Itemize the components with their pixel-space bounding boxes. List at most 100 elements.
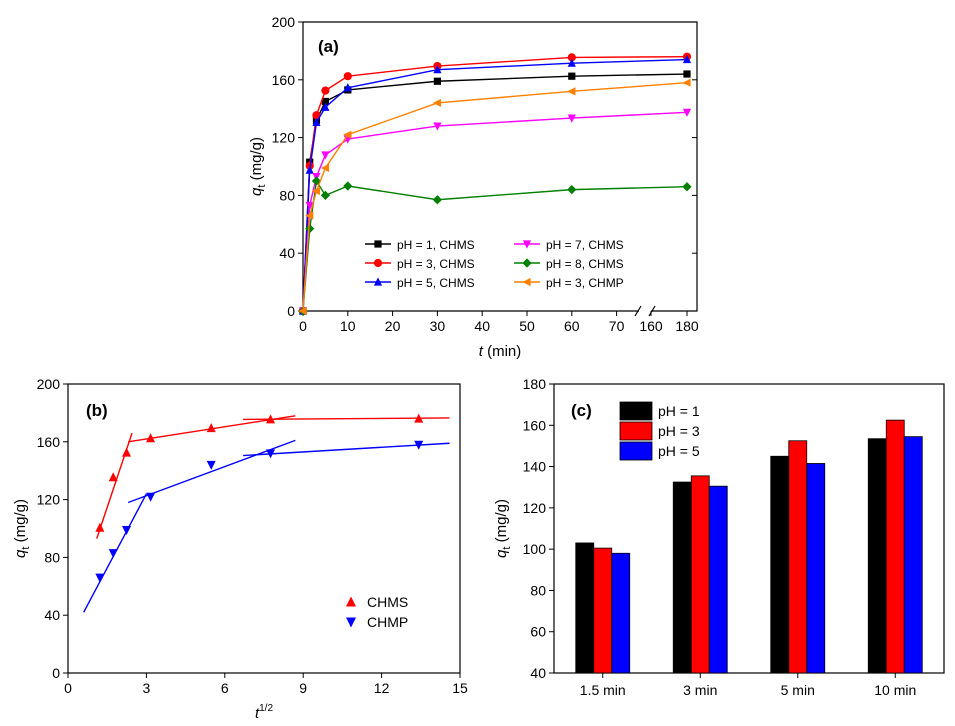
data-point bbox=[433, 77, 441, 85]
data-point bbox=[567, 185, 577, 195]
series-line bbox=[302, 111, 688, 312]
data-point bbox=[95, 522, 105, 532]
y-axis-label-unit: (mg/g) bbox=[12, 499, 29, 547]
data-point bbox=[414, 440, 424, 450]
legend-label: CHMS bbox=[367, 594, 408, 610]
y-tick-label: 80 bbox=[279, 187, 295, 203]
legend-marker bbox=[522, 240, 532, 249]
y-tick-label: 180 bbox=[523, 376, 547, 392]
data-point bbox=[320, 190, 330, 200]
y-axis-label-sub: t bbox=[501, 547, 513, 550]
y-tick-label: 0 bbox=[52, 665, 60, 681]
data-point bbox=[305, 224, 315, 234]
data-point bbox=[343, 72, 352, 81]
y-tick-label: 200 bbox=[37, 376, 61, 392]
x-tick-label: 5 min bbox=[781, 682, 815, 698]
data-point bbox=[305, 211, 314, 220]
data-point bbox=[122, 447, 132, 457]
legend-label: pH = 8, CHMS bbox=[546, 257, 624, 271]
data-point bbox=[433, 65, 442, 74]
data-point bbox=[343, 83, 352, 92]
y-tick-label: 60 bbox=[530, 624, 546, 640]
data-point bbox=[311, 186, 321, 196]
data-point bbox=[414, 413, 424, 423]
bar bbox=[903, 436, 923, 674]
x-tick-label: 20 bbox=[385, 318, 401, 334]
axis-break-mark bbox=[648, 305, 656, 317]
legend-marker bbox=[522, 277, 531, 287]
x-axis-label: t (min) bbox=[479, 343, 522, 360]
x-tick-label: 10 min bbox=[874, 682, 916, 698]
data-point bbox=[312, 111, 321, 120]
bar bbox=[788, 440, 808, 674]
panel-label: (b) bbox=[86, 401, 108, 420]
y-axis-label-sub: t bbox=[256, 185, 268, 188]
y-axis-label-unit: (mg/g) bbox=[493, 499, 510, 547]
data-point bbox=[108, 472, 118, 482]
x-axis-label-var: t bbox=[255, 705, 260, 722]
y-tick-label: 40 bbox=[44, 607, 60, 623]
legend-marker bbox=[373, 258, 383, 268]
data-point bbox=[305, 201, 314, 211]
x-tick-label: 40 bbox=[474, 318, 490, 334]
legend-swatch bbox=[619, 401, 653, 421]
panel-label: (c) bbox=[571, 401, 592, 420]
bar bbox=[867, 438, 887, 674]
data-point bbox=[146, 433, 156, 443]
data-point bbox=[682, 78, 691, 87]
bar bbox=[770, 455, 790, 674]
x-tick-label: 1.5 min bbox=[580, 682, 626, 698]
data-point bbox=[432, 98, 441, 108]
series-line bbox=[302, 55, 688, 312]
y-tick-label: 0 bbox=[287, 303, 295, 319]
x-axis-label-unit: (min) bbox=[483, 343, 521, 360]
legend-swatch bbox=[619, 421, 653, 441]
data-point bbox=[305, 165, 314, 174]
legend-label: pH = 3 bbox=[658, 423, 700, 439]
data-point bbox=[567, 87, 576, 96]
data-point bbox=[682, 108, 692, 117]
y-tick-label: 80 bbox=[530, 582, 546, 598]
y-tick-label: 100 bbox=[523, 541, 547, 557]
legend-label: pH = 3, CHMS bbox=[397, 257, 475, 271]
y-axis-label-var: q bbox=[12, 549, 29, 558]
x-tick-label: 30 bbox=[430, 318, 446, 334]
bar bbox=[593, 547, 613, 674]
y-axis-label-unit: (mg/g) bbox=[248, 137, 265, 185]
data-point bbox=[682, 54, 692, 64]
legend-label: pH = 1 bbox=[658, 403, 700, 419]
data-point bbox=[266, 449, 276, 459]
data-point bbox=[320, 163, 329, 173]
x-tick-label: 160 bbox=[639, 318, 663, 334]
axes-frame bbox=[67, 383, 461, 674]
y-axis-label: qt (mg/g) bbox=[493, 499, 513, 558]
unused bbox=[0, 0, 65, 673]
bar bbox=[672, 481, 692, 674]
legend-marker bbox=[374, 240, 382, 248]
data-point bbox=[312, 117, 321, 127]
axes-frame bbox=[303, 21, 698, 312]
y-tick-label: 160 bbox=[37, 434, 61, 450]
legend-label: pH = 5, CHMS bbox=[397, 276, 475, 290]
data-point bbox=[298, 306, 307, 316]
x-tick-label: 15 bbox=[452, 680, 468, 696]
legend-label: CHMP bbox=[367, 614, 408, 630]
bar bbox=[611, 552, 631, 674]
data-point bbox=[206, 423, 216, 433]
bar bbox=[575, 542, 595, 674]
series-line bbox=[302, 73, 688, 312]
data-point bbox=[433, 122, 442, 131]
fit-line bbox=[243, 442, 450, 457]
series-line bbox=[302, 58, 688, 312]
data-point bbox=[108, 549, 118, 559]
legend-marker bbox=[373, 277, 383, 286]
data-point bbox=[321, 86, 330, 95]
bar bbox=[885, 419, 905, 674]
data-point bbox=[321, 102, 330, 111]
data-point bbox=[95, 573, 105, 583]
data-point bbox=[432, 195, 442, 205]
y-tick-label: 80 bbox=[44, 549, 60, 565]
data-point bbox=[682, 182, 692, 192]
